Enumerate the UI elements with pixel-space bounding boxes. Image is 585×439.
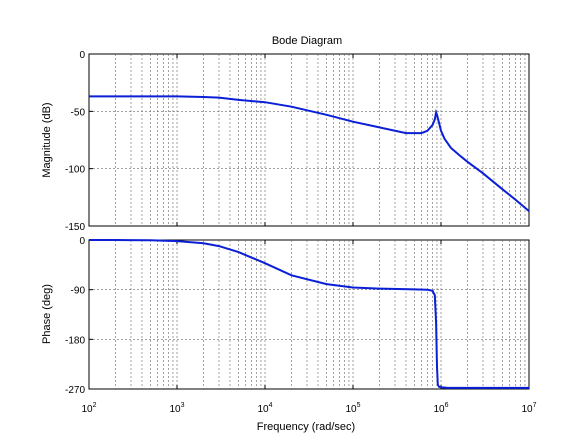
x-tick-label: 105 — [345, 402, 360, 415]
phase-y-tick-label: -90 — [71, 286, 86, 297]
magnitude-series-line — [89, 95, 530, 212]
x-tick-label: 103 — [169, 402, 184, 415]
magnitude-y-tick-label: 0 — [79, 50, 85, 61]
phase-y-tick-label: -270 — [65, 385, 85, 396]
x-tick-label: 106 — [433, 402, 448, 415]
phase-y-tick-label: 0 — [79, 236, 85, 247]
magnitude-plot-area — [88, 53, 530, 227]
magnitude-panel: 0 -50 -100 -150 — [65, 50, 530, 233]
phase-panel: 0 -90 -180 -270 102 103 104 105 106 107 — [65, 236, 537, 415]
magnitude-y-axis-label: Magnitude (dB) — [41, 102, 53, 177]
phase-y-axis-label: Phase (deg) — [41, 284, 53, 344]
x-tick-label: 107 — [521, 402, 536, 415]
magnitude-y-tick-label: -150 — [65, 222, 85, 233]
phase-y-tick-label: -180 — [65, 335, 85, 346]
x-tick-label: 104 — [257, 402, 272, 415]
chart-title: Bode Diagram — [272, 35, 342, 47]
phase-series-line — [89, 239, 529, 389]
phase-plot-area — [88, 239, 530, 390]
magnitude-y-tick-label: -50 — [71, 107, 86, 118]
x-tick-label: 102 — [81, 402, 96, 415]
magnitude-y-tick-label: -100 — [65, 165, 85, 176]
x-axis-label: Frequency (rad/sec) — [257, 421, 355, 433]
